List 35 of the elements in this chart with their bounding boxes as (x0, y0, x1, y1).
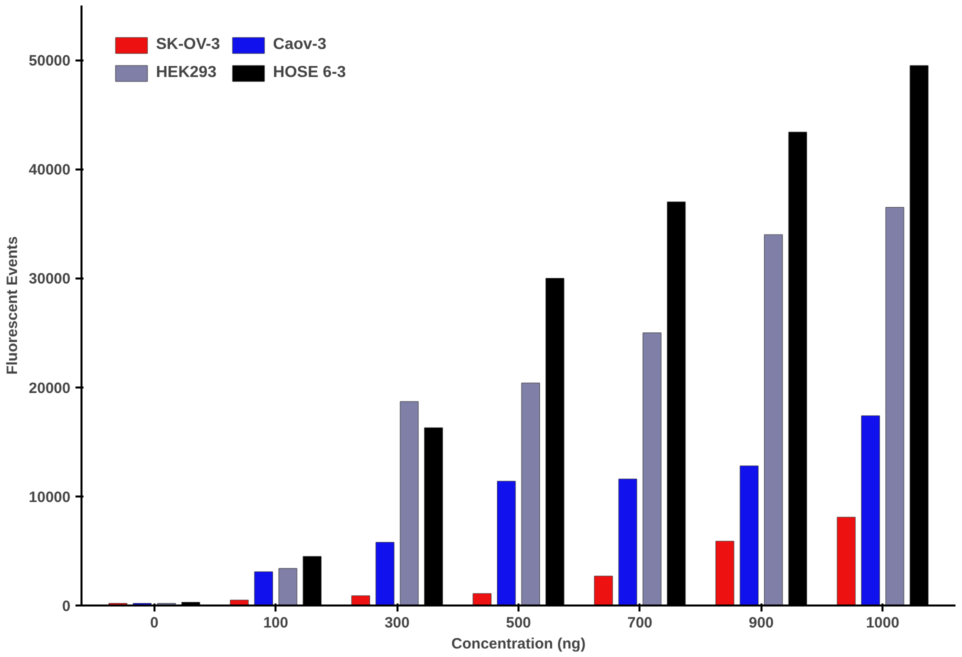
x-tick-label: 100 (263, 614, 288, 632)
bar (836, 516, 856, 606)
x-tick-label: 700 (627, 614, 652, 632)
x-tick-label: 300 (384, 614, 410, 632)
y-tick-label: 40000 (28, 162, 71, 179)
bar (740, 466, 758, 606)
y-tick-label: 50000 (28, 52, 71, 70)
bar (278, 568, 298, 606)
bar (642, 332, 662, 606)
bar (254, 571, 273, 606)
legend-label: SK-OV-3 (156, 36, 220, 54)
bar (716, 540, 734, 606)
x-tick-label: 0 (150, 614, 159, 632)
bar (521, 382, 540, 606)
bar (764, 234, 783, 606)
bar (400, 401, 419, 606)
bar (594, 576, 613, 606)
y-tick-label: 0 (62, 598, 70, 615)
legend-label: HEK293 (156, 64, 216, 82)
y-tick-label: 10000 (28, 488, 71, 506)
y-axis-title: Fluorescent Events (4, 236, 21, 375)
x-tick-label: 1000 (866, 614, 900, 632)
bar (885, 207, 904, 606)
legend-label: Caov-3 (273, 36, 326, 54)
y-tick-label: 30000 (28, 270, 71, 288)
x-axis-title: Concentration (ng) (451, 636, 586, 652)
bar (497, 480, 516, 606)
bar (376, 542, 394, 606)
bar (472, 593, 492, 606)
bar (618, 478, 638, 606)
x-tick-label: 900 (748, 614, 774, 632)
bar (861, 415, 880, 606)
legend-label: HOSE 6-3 (273, 64, 346, 82)
y-tick-label: 20000 (28, 380, 71, 397)
x-tick-label: 500 (506, 614, 532, 632)
